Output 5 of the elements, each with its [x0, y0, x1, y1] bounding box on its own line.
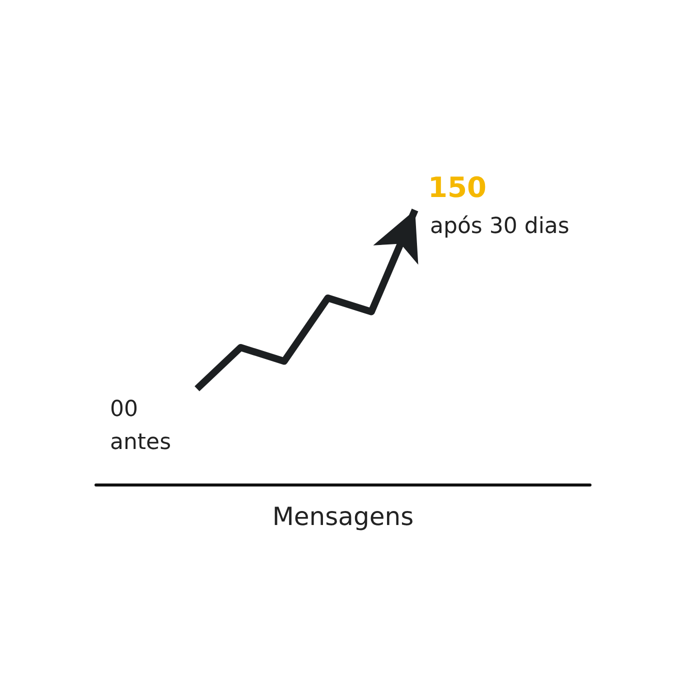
- text: 00: [110, 396, 138, 422]
- text: antes: [110, 430, 172, 455]
- x-axis-title: Mensagens: [272, 502, 414, 531]
- text: 150: [428, 171, 486, 204]
- annotation: após 30 dias: [430, 214, 570, 239]
